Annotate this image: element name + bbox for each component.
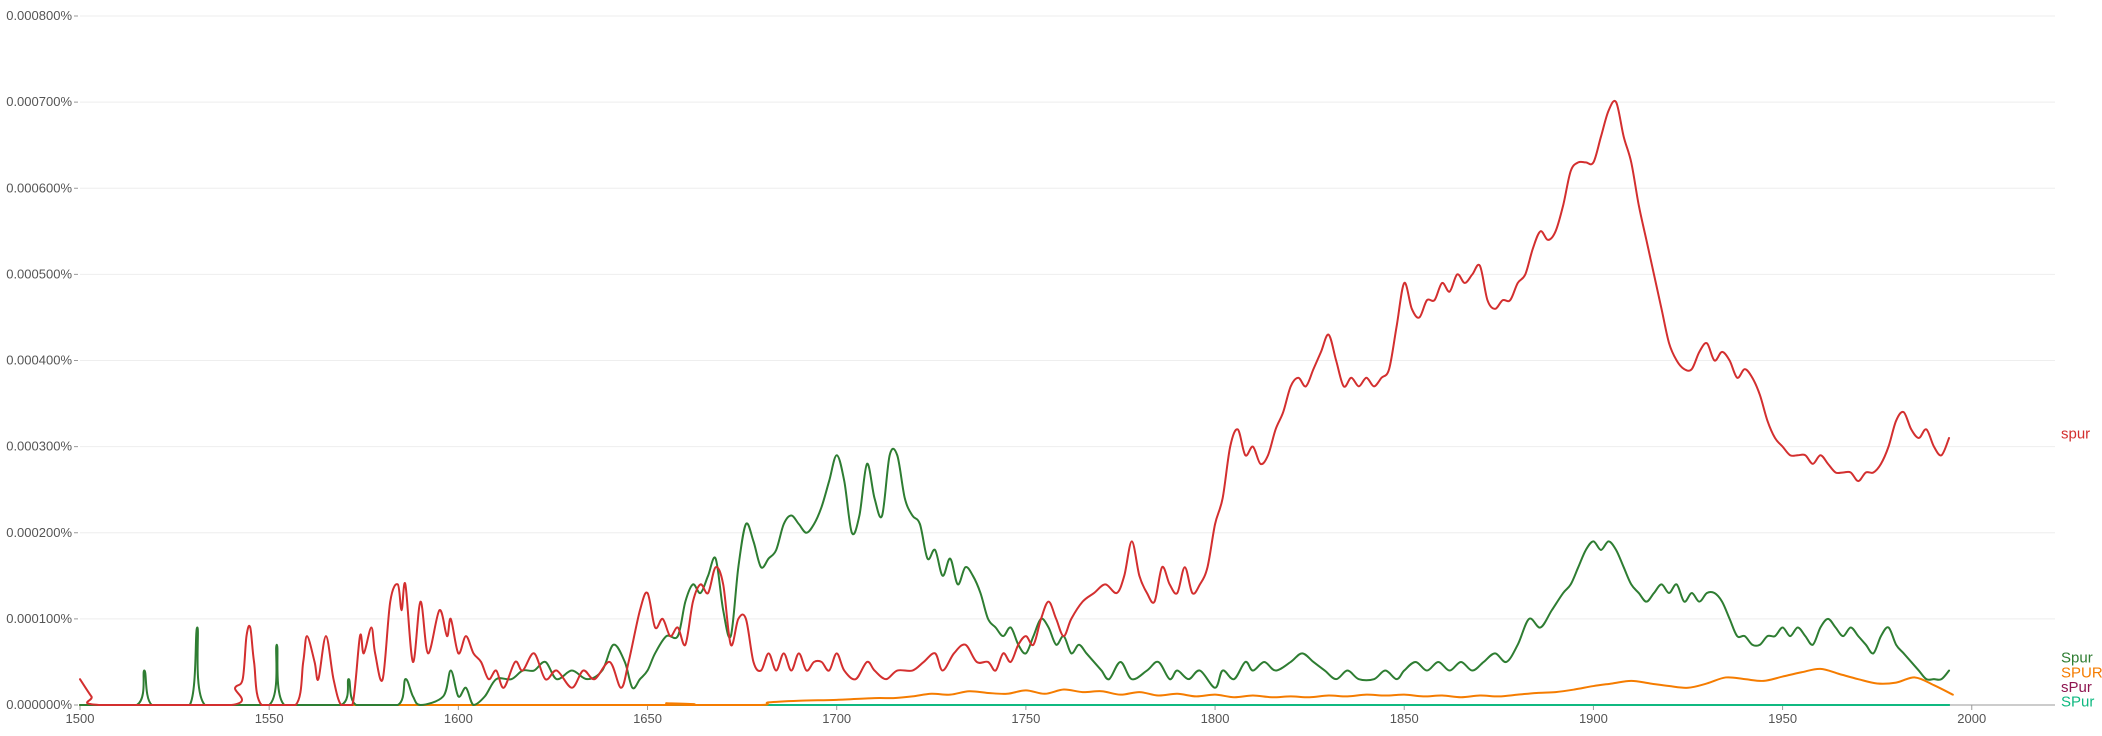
x-tick-label: 1750 <box>1011 711 1040 726</box>
y-tick-label: 0.000300% <box>6 439 72 454</box>
series-label: SPUR <box>2061 664 2102 681</box>
y-tick-label: 0.000200% <box>6 525 72 540</box>
y-tick-label: 0.000800% <box>6 8 72 23</box>
series-label: SPur <box>2061 694 2094 711</box>
x-tick-label: 1900 <box>1579 711 1608 726</box>
y-tick-label: 0.000600% <box>6 180 72 195</box>
series-line-spur[interactable] <box>79 667 1954 707</box>
grid-layer <box>80 15 2055 620</box>
series-line-spur[interactable] <box>79 447 1951 706</box>
x-tick-label: 1850 <box>1390 711 1419 726</box>
x-axis: 1500 1550 1600 1650 1700 1750 1800 1850 1900 1950… <box>66 704 2055 726</box>
x-tick-label: 1550 <box>255 711 284 726</box>
x-tick-label: 1800 <box>1201 711 1230 726</box>
series-layer <box>79 99 1954 707</box>
y-axis: 0.000000% 0.000100% 0.000200% 0.000300% 0.00… <box>6 8 78 712</box>
y-tick-label: 0.000400% <box>6 353 72 368</box>
x-tick-label: 1950 <box>1768 711 1797 726</box>
series-line-spur[interactable] <box>79 99 1951 707</box>
y-tick-label: 0.000100% <box>6 611 72 626</box>
series-label: sPur <box>2061 679 2092 696</box>
series-label: spur <box>2061 426 2090 443</box>
y-tick-label: 0.000500% <box>6 266 72 281</box>
series-label: Spur <box>2061 650 2093 667</box>
x-tick-label: 1700 <box>822 711 851 726</box>
x-tick-label: 1650 <box>633 711 662 726</box>
x-tick-label: 2000 <box>1957 711 1986 726</box>
x-tick-label: 1500 <box>66 711 95 726</box>
y-tick-label: 0.000000% <box>6 697 72 712</box>
x-tick-label: 1600 <box>444 711 473 726</box>
y-tick-label: 0.000700% <box>6 94 72 109</box>
